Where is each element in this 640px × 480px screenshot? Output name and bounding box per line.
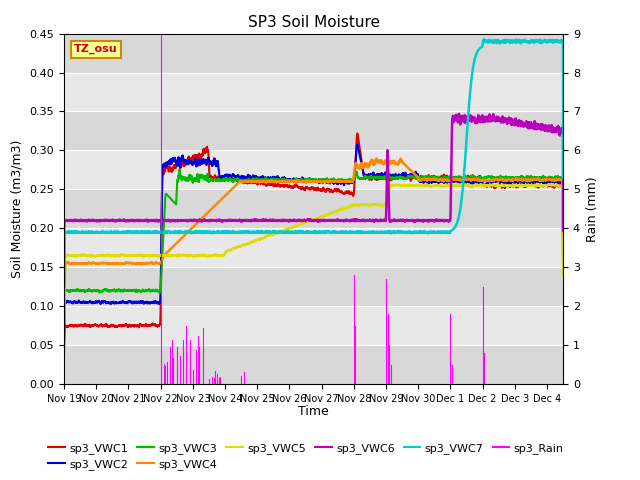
Bar (64, 150, 563, 189)
Legend: sp3_VWC1, sp3_VWC2, sp3_VWC3, sp3_VWC4, sp3_VWC5, sp3_VWC6, sp3_VWC7, sp3_Rain: sp3_VWC1, sp3_VWC2, sp3_VWC3, sp3_VWC4, … (44, 438, 568, 474)
Bar (64, 306, 563, 345)
Bar (64, 72, 563, 111)
Bar (64, 345, 563, 384)
Title: SP3 Soil Moisture: SP3 Soil Moisture (248, 15, 380, 30)
Bar (64, 111, 563, 150)
Bar (64, 228, 563, 267)
Text: TZ_osu: TZ_osu (74, 44, 118, 54)
Bar (64, 34, 563, 72)
Y-axis label: Soil Moisture (m3/m3): Soil Moisture (m3/m3) (11, 140, 24, 278)
X-axis label: Time: Time (298, 405, 329, 418)
Bar (64, 189, 563, 228)
Bar (64, 267, 563, 306)
Y-axis label: Rain (mm): Rain (mm) (586, 176, 598, 241)
